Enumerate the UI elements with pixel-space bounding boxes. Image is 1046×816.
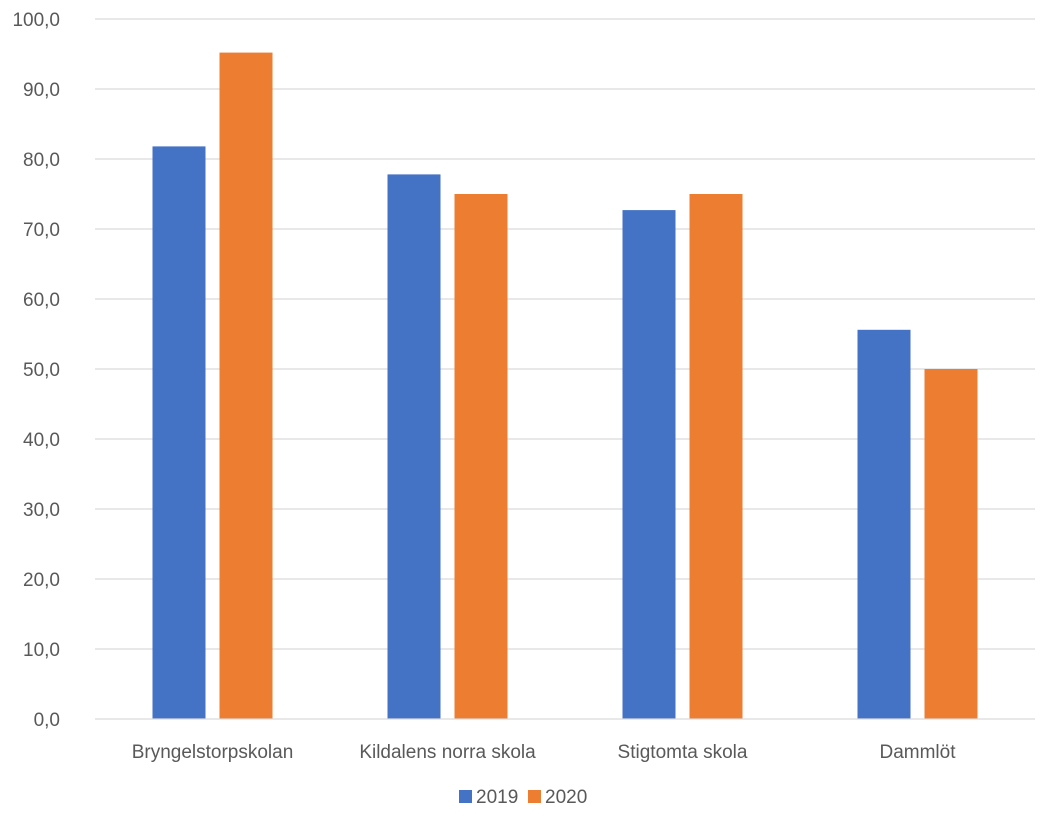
- y-axis-ticks: 0,0 10,0 20,0 30,0 40,0 50,0 60,0 70,0 80,0 90,0 1…: [12, 10, 60, 731]
- y-tick-label: 90,0: [23, 80, 60, 101]
- bar-2020-2: [689, 194, 743, 719]
- legend-swatch-2020: [528, 790, 541, 803]
- bar-2019-1: [387, 174, 441, 719]
- y-tick-label: 50,0: [23, 360, 60, 381]
- y-tick-label: 80,0: [23, 150, 60, 171]
- bar-2020-1: [454, 194, 508, 719]
- y-tick-label: 70,0: [23, 220, 60, 241]
- y-tick-label: 0,0: [34, 710, 60, 731]
- y-tick-label: 20,0: [23, 570, 60, 591]
- y-tick-label: 40,0: [23, 430, 60, 451]
- bar-2019-0: [152, 146, 206, 719]
- x-category-label: Stigtomta skola: [618, 742, 748, 763]
- x-category-label: Bryngelstorpskolan: [132, 742, 294, 763]
- legend-label: 2020: [545, 787, 587, 808]
- y-tick-label: 30,0: [23, 500, 60, 521]
- x-axis-categories: Bryngelstorpskolan Kildalens norra skola S…: [132, 742, 957, 763]
- legend-label: 2019: [476, 787, 518, 808]
- bar-2019-2: [622, 210, 676, 719]
- y-tick-label: 10,0: [23, 640, 60, 661]
- x-category-label: Dammlöt: [879, 742, 956, 763]
- x-category-label: Kildalens norra skola: [359, 742, 536, 763]
- bar-2019-3: [857, 329, 911, 719]
- bar-2020-0: [219, 52, 273, 720]
- legend: 2019 2020: [459, 787, 587, 808]
- bar-2020-3: [924, 369, 978, 719]
- y-tick-label: 60,0: [23, 290, 60, 311]
- y-tick-label: 100,0: [12, 10, 60, 31]
- legend-swatch-2019: [459, 790, 472, 803]
- bars: [152, 52, 978, 720]
